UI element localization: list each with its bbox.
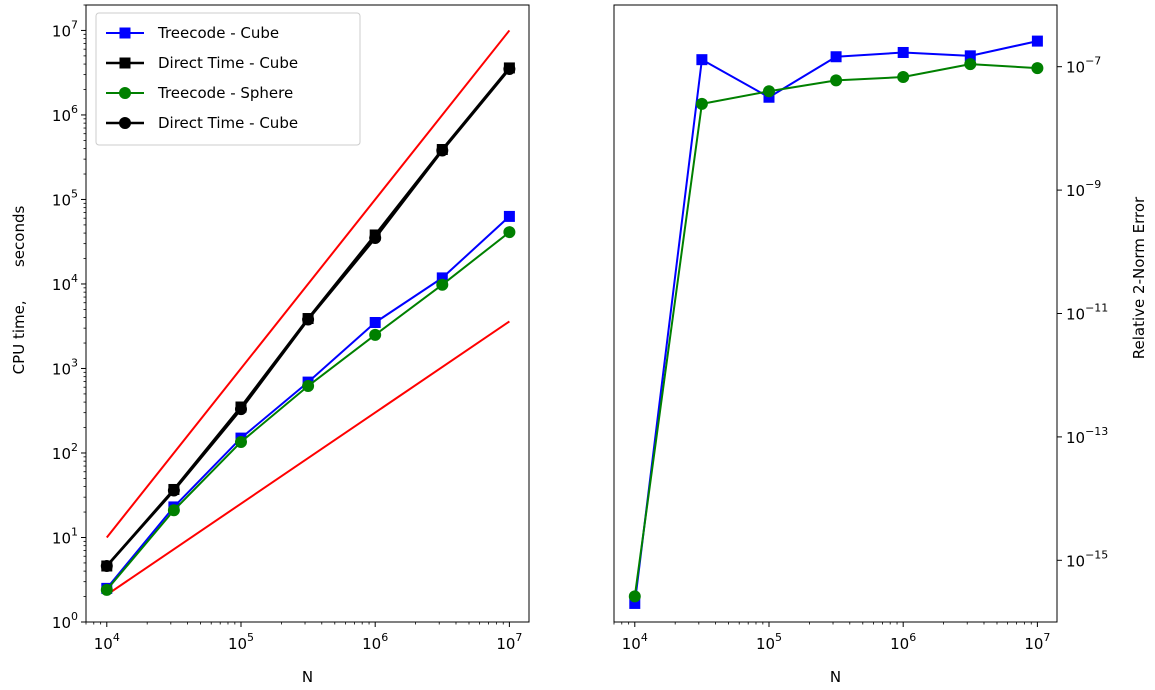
y-tick-label: 101 — [52, 525, 78, 547]
series-1 — [629, 35, 1043, 609]
x-tick-label: 107 — [496, 631, 522, 653]
legend-marker — [119, 117, 131, 129]
y-tick-label: 100 — [52, 610, 78, 632]
legend-label: Direct Time - Cube — [158, 54, 298, 72]
data-point — [503, 210, 515, 222]
data-point — [897, 71, 910, 84]
data-point — [167, 484, 180, 497]
data-point — [696, 54, 708, 66]
legend-label: Direct Time - Cube — [158, 114, 298, 132]
data-point — [830, 74, 843, 87]
data-point — [503, 226, 516, 239]
data-point — [369, 316, 381, 328]
data-point — [897, 46, 909, 58]
data-point — [436, 144, 449, 157]
legend-label: Treecode - Cube — [157, 24, 279, 42]
data-point — [436, 272, 448, 284]
data-point — [964, 58, 977, 71]
data-point — [302, 313, 315, 326]
cpu-time-ticks: 104 105 106 107 100 101 102 103 104 105 106 107 — [52, 4, 522, 653]
legend-entry: Treecode - Cube — [106, 24, 279, 42]
y-tick-label: 10−9 — [1066, 178, 1101, 200]
x-tick-label: 106 — [362, 631, 388, 653]
reference-line-2 — [106, 320, 510, 596]
x-tick-label: 104 — [94, 631, 120, 653]
y-tick-label: 10−13 — [1066, 425, 1108, 447]
legend-marker — [119, 57, 131, 69]
y-tick-label: 104 — [52, 272, 78, 294]
cpu-time-plot-marks — [100, 29, 516, 596]
data-point — [964, 50, 976, 62]
reference-line-1 — [106, 29, 511, 539]
error-y-axis-label: Relative 2-Norm Error — [1130, 196, 1148, 359]
x-tick-label: 107 — [1024, 631, 1050, 653]
data-point — [1031, 35, 1043, 47]
y-tick-label: 10−11 — [1066, 302, 1108, 324]
cpu-time-x-axis-label: N — [302, 668, 313, 686]
error-panel: 104 105 106 107 10−15 10−13 10−11 10−9 10−7 N Re… — [613, 4, 1148, 686]
series-3 — [100, 226, 516, 596]
data-point — [830, 51, 842, 63]
series-line — [633, 40, 1038, 604]
y-tick-label: 10−7 — [1066, 55, 1101, 77]
y-tick-label: 102 — [52, 441, 78, 463]
cpu-time-y-axis-label: CPU time, seconds — [10, 206, 28, 375]
legend-marker — [119, 87, 131, 99]
data-point — [167, 504, 180, 517]
data-point — [302, 380, 315, 393]
error-ticks: 104 105 106 107 10−15 10−13 10−11 10−9 10−7 — [613, 55, 1108, 653]
data-point — [234, 403, 247, 416]
cpu-time-panel: 104 105 106 107 100 101 102 103 104 105 106 107 N C… — [10, 4, 530, 686]
legend-entry: Direct Time - Cube — [106, 54, 298, 72]
y-tick-label: 103 — [52, 356, 78, 378]
series-line — [106, 215, 511, 590]
x-tick-label: 105 — [228, 631, 254, 653]
cpu-time-plot-frame — [85, 4, 530, 623]
y-tick-label: 106 — [52, 103, 78, 125]
series-2 — [628, 58, 1044, 603]
series-4 — [100, 62, 516, 572]
data-point — [695, 97, 708, 110]
data-point — [762, 85, 775, 98]
series-line — [106, 231, 511, 591]
legend-box — [95, 12, 361, 146]
data-point — [436, 278, 449, 291]
y-tick-label: 105 — [52, 187, 78, 209]
data-point — [100, 559, 113, 572]
legend-entry: Direct Time - Cube — [106, 114, 298, 132]
legend: Treecode - Cube Direct Time - Cube Treecod… — [95, 12, 361, 146]
x-tick-label: 105 — [756, 631, 782, 653]
plot-area — [100, 29, 516, 596]
data-point — [1031, 62, 1044, 75]
error-x-axis-label: N — [830, 668, 841, 686]
legend-entry: Treecode - Sphere — [106, 84, 293, 102]
series-1 — [101, 210, 515, 594]
data-point — [629, 597, 641, 609]
error-plot-frame — [613, 4, 1058, 623]
y-tick-label: 107 — [52, 18, 78, 40]
y-tick-label: 10−15 — [1066, 548, 1108, 570]
data-point — [369, 328, 382, 341]
legend-marker — [119, 27, 131, 39]
data-point — [628, 590, 641, 603]
series-line — [633, 63, 1038, 597]
plot-area — [628, 35, 1044, 609]
error-plot-marks — [628, 35, 1044, 609]
x-tick-label: 104 — [622, 631, 648, 653]
data-point — [100, 583, 113, 596]
data-point — [369, 231, 382, 244]
data-point — [503, 62, 516, 75]
legend-label: Treecode - Sphere — [157, 84, 293, 102]
data-point — [234, 435, 247, 448]
x-tick-label: 106 — [890, 631, 916, 653]
